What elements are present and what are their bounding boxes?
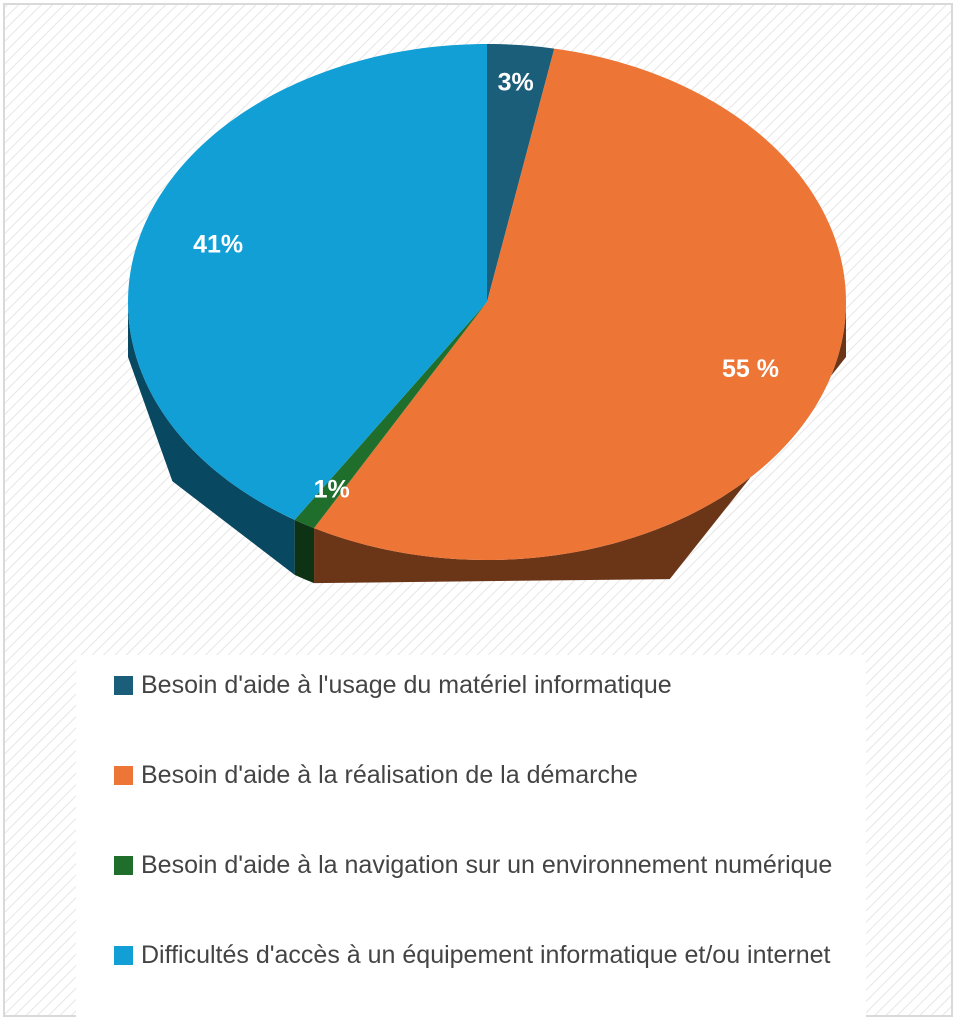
slice-side [294,519,315,584]
legend-swatch [114,946,133,965]
legend-label: Besoin d'aide à la navigation sur un env… [141,851,833,879]
legend: Besoin d'aide à l'usage du matériel info… [76,655,866,1018]
value-label: 55 % [722,355,779,383]
slice [128,44,487,520]
legend-swatch [114,676,133,695]
legend-label: Besoin d'aide à l'usage du matériel info… [141,671,672,699]
legend-item: Difficultés d'accès à un équipement info… [114,937,846,974]
slice-side [128,302,295,575]
value-label: 3% [498,68,534,96]
legend-item: Besoin d'aide à la navigation sur un env… [114,847,846,884]
slice [487,44,555,302]
slice [314,48,846,560]
legend-swatch [114,766,133,785]
legend-label: Difficultés d'accès à un équipement info… [141,941,831,969]
value-label: 41% [193,230,243,258]
slice-side [314,302,847,584]
slice [294,302,487,529]
value-label: 1% [314,475,350,503]
pie: 3% 55 % 1% 41% [128,44,847,584]
legend-swatch [114,856,133,875]
legend-label: Besoin d'aide à la réalisation de la dém… [141,761,638,789]
legend-item: Besoin d'aide à l'usage du matériel info… [114,667,846,704]
legend-item: Besoin d'aide à la réalisation de la dém… [114,757,846,794]
